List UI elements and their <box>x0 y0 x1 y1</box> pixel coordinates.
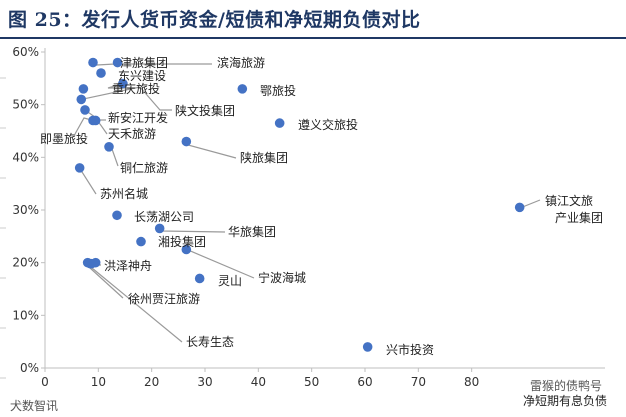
data-point <box>76 94 87 105</box>
x-tick-label: 60 <box>357 375 372 389</box>
data-point <box>78 84 89 94</box>
watermark-right: 雷猴的债鸭号 <box>530 378 602 393</box>
point-label: 宁波海城 <box>258 270 306 285</box>
point-label: 新安江开发 <box>108 110 168 125</box>
data-point <box>74 163 85 173</box>
data-point <box>86 258 97 269</box>
point-label: 洪泽神舟 <box>104 259 152 273</box>
point-label: 即墨旅投 <box>40 131 88 146</box>
data-point <box>154 223 165 234</box>
data-point <box>80 105 90 115</box>
y-tick-label: 40% <box>12 150 39 164</box>
point-label: 兴市投资 <box>386 342 434 357</box>
x-tick-label: 10 <box>91 375 106 389</box>
y-tick-label: 10% <box>12 308 39 322</box>
y-tick-label: 30% <box>12 203 39 217</box>
x-tick-label: 70 <box>411 375 426 389</box>
point-label: 陕旅集团 <box>240 150 288 165</box>
point-label: 遵义交旅投 <box>298 117 358 132</box>
data-point <box>88 115 98 126</box>
data-point <box>362 342 373 352</box>
figure-title: 图 25：发行人货币资金/短债和净短期负债对比 <box>8 9 421 31</box>
data-point <box>96 68 106 78</box>
data-point <box>118 78 128 89</box>
data-point <box>181 136 192 147</box>
x-tick-label: 50 <box>304 375 319 389</box>
leader-line <box>159 228 226 233</box>
point-label: 湘投集团 <box>158 234 206 249</box>
title-rule <box>0 37 626 39</box>
point-label: 滨海旅游 <box>217 55 265 70</box>
data-point <box>136 236 146 247</box>
x-tick-label: 20 <box>144 375 159 389</box>
data-point <box>104 142 114 152</box>
title-bar: 图 25：发行人货币资金/短债和净短期负债对比 <box>0 0 626 39</box>
y-tick-label: 20% <box>12 256 39 270</box>
point-label: 灵山 <box>218 274 242 288</box>
point-label: 苏州名城 <box>100 186 148 201</box>
point-label: 陕文投集团 <box>175 103 235 118</box>
data-point <box>237 84 248 94</box>
leader-line <box>185 141 237 159</box>
y-tick-label: 60% <box>12 45 39 59</box>
x-tick-label: 40 <box>251 375 266 389</box>
point-label: 津旅集团 <box>120 55 168 70</box>
point-label: 铜仁旅游 <box>120 160 168 175</box>
y-tick-label: 50% <box>12 98 39 112</box>
watermark-left: 犬数智讯 <box>10 398 58 413</box>
point-label: 镇江文旅 <box>545 193 593 208</box>
point-label: 长荡湖公司 <box>134 209 194 224</box>
point-label: 重庆旅投 <box>112 81 160 96</box>
point-label: 东兴建设 <box>118 69 166 83</box>
leader-line <box>107 83 135 89</box>
data-point <box>194 273 205 284</box>
point-label: 产业集团 <box>555 210 603 225</box>
point-label: 华旅集团 <box>228 224 276 239</box>
x-tick-label: 80 <box>464 375 479 389</box>
point-label: 长寿生态 <box>186 335 234 349</box>
x-tick-label: 0 <box>41 375 49 389</box>
data-point <box>112 57 123 68</box>
point-label: 鄂旅投 <box>260 83 296 98</box>
x-tick-label: 30 <box>197 375 212 389</box>
y-tick-label: 0% <box>20 361 39 375</box>
leader-line <box>81 86 172 111</box>
point-label: 天禾旅游 <box>108 127 156 141</box>
data-point <box>181 244 192 255</box>
data-point <box>514 202 525 213</box>
x-axis-label: 净短期有息负债 <box>523 393 607 408</box>
data-point <box>112 210 122 221</box>
data-point <box>88 57 98 68</box>
point-label: 徐州贾汪旅游 <box>128 291 200 306</box>
data-point <box>274 118 285 128</box>
